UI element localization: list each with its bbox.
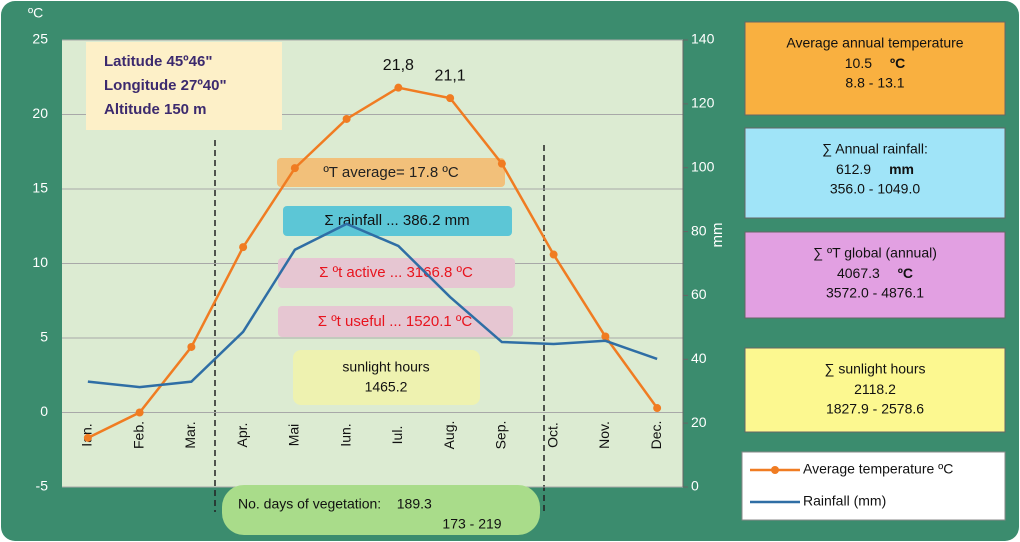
x-tick-label: Iul. (389, 426, 405, 445)
legend (741, 451, 1006, 521)
info-value: 612.9 (836, 161, 871, 177)
t-useful: Σ ºt useful ... 1520.1 ºC (318, 313, 473, 330)
x-tick-label: Mai (286, 424, 302, 447)
rainfall-annotation: Σ rainfall ... 386.2 mm (324, 212, 469, 229)
y2-tick-label: 20 (691, 414, 707, 430)
info-unit: ºC (890, 55, 905, 71)
sunlight-value: 1465.2 (365, 379, 408, 395)
point (394, 83, 403, 92)
x-tick-label: Sep. (493, 421, 509, 450)
point (83, 433, 92, 442)
info-value-line: 10.5 ºC (845, 55, 905, 71)
y-tick-label: -5 (36, 478, 49, 494)
x-tick-label: Nov. (596, 421, 612, 449)
t-average: ºT average= 17.8 ºC (323, 164, 459, 181)
x-tick-label: Oct. (544, 422, 560, 448)
data-label: 21,8 (383, 57, 414, 74)
point (135, 408, 144, 417)
t-active-box (278, 258, 515, 288)
y2-axis-label: mm (709, 223, 726, 248)
y2-tick-label: 80 (691, 222, 707, 238)
data-label: 21,1 (435, 67, 466, 84)
y-axis-label: ºC (28, 5, 43, 21)
location-line: Latitude 45º46" (104, 53, 212, 70)
legend-label: Rainfall (mm) (803, 493, 886, 509)
x-tick-label: Mar. (182, 421, 198, 448)
y-tick-label: 25 (32, 31, 48, 47)
y2-tick-label: 60 (691, 286, 707, 302)
info-title: ∑ sunlight hours (824, 361, 925, 377)
info-unit: mm (889, 161, 914, 177)
info-value-line: 612.9 mm (836, 161, 914, 177)
x-tick-label: Iun. (337, 423, 353, 446)
location-box (86, 42, 282, 130)
x-tick-label: Dec. (648, 421, 664, 450)
info-value-line: 4067.3 ºC (837, 265, 913, 281)
x-tick-label: Feb. (130, 421, 146, 449)
location-line: Altitude 150 m (104, 101, 207, 118)
t-active: Σ ºt active ... 3166.8 ºC (319, 264, 473, 281)
info-range: 1827.9 - 2578.6 (826, 401, 924, 417)
y2-tick-label: 120 (691, 95, 715, 111)
series-line (87, 86, 659, 439)
y-tick-label: 10 (32, 254, 48, 270)
info-title: ∑ Annual rainfall: (822, 141, 928, 157)
vegetation-box (222, 485, 540, 535)
info-box (744, 231, 1006, 319)
point (290, 164, 299, 173)
series-line (87, 222, 658, 389)
info-box (744, 21, 1006, 116)
info-range: 356.0 - 1049.0 (830, 181, 921, 197)
point (446, 94, 455, 103)
y-tick-label: 15 (32, 180, 48, 196)
info-box (744, 127, 1006, 219)
y2-tick-label: 140 (691, 31, 715, 47)
info-value: 4067.3 (837, 265, 880, 281)
y2-tick-label: 40 (691, 350, 707, 366)
t-average-box (277, 158, 505, 187)
point (549, 250, 558, 259)
info-value: 10.5 (845, 55, 872, 71)
sunlight-box (293, 350, 480, 405)
y-tick-label: 5 (40, 329, 48, 345)
legend-marker (771, 466, 779, 474)
legend-label: Average temperature ºC (803, 461, 953, 477)
y2-tick-label: 100 (691, 158, 715, 174)
vegetation-label: No. days of vegetation: 189.3 (238, 496, 432, 512)
y-tick-label: 20 (32, 105, 48, 121)
point (497, 159, 506, 168)
info-title: Average annual temperature (786, 35, 963, 51)
y2-tick-label: 0 (691, 478, 699, 494)
info-range: 8.8 - 13.1 (845, 75, 904, 91)
x-tick-label: Aug. (441, 421, 457, 450)
info-box (744, 347, 1006, 433)
t-useful-box (278, 306, 513, 337)
point (187, 342, 196, 351)
info-value-line: 2118.2 (854, 381, 896, 397)
y-tick-label: 0 (40, 403, 48, 419)
rainfall-box (283, 206, 512, 236)
x-tick-label: Apr. (234, 423, 250, 448)
point (342, 114, 351, 123)
sunlight-label: sunlight hours (342, 359, 429, 375)
point (653, 404, 662, 413)
point (239, 243, 248, 252)
info-unit: ºC (898, 265, 913, 281)
info-value: 2118.2 (854, 381, 896, 397)
location-line: Longitude 27º40" (104, 77, 227, 94)
info-title: ∑ ºT global (annual) (813, 245, 937, 261)
point (601, 332, 610, 341)
info-range: 3572.0 - 4876.1 (826, 285, 924, 301)
vegetation-range: 173 - 219 (442, 516, 501, 532)
